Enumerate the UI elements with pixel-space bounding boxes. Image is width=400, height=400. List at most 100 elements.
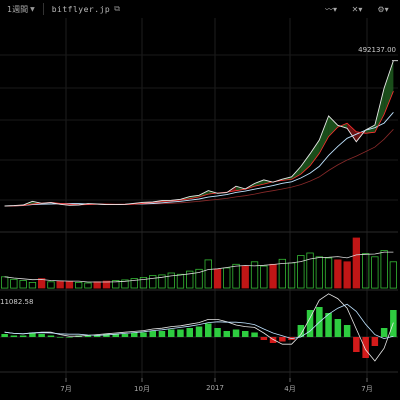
volume-bar	[260, 265, 268, 289]
ma-short-line	[4, 91, 394, 207]
oscillator-bar	[29, 332, 36, 337]
oscillator-bar	[353, 337, 360, 352]
oscillator-bar	[242, 331, 249, 337]
oscillator-bar	[362, 337, 369, 358]
volume-bar	[204, 259, 212, 289]
price-band-segment	[310, 140, 320, 166]
volume-bar	[269, 263, 277, 289]
symbol-label: bitflyer.jp	[51, 4, 111, 14]
ma-mid-line	[4, 112, 394, 207]
symbol-button[interactable]: bitflyer.jp ⧉	[52, 4, 120, 14]
oscillator-bar	[56, 337, 64, 338]
volume-bar	[361, 253, 370, 289]
oscillator-bar	[223, 331, 230, 337]
oscillator-bar	[380, 328, 388, 337]
oscillator-bar	[93, 335, 101, 337]
oscillator-bar	[1, 334, 8, 337]
volume-bar	[232, 263, 240, 289]
volume-bar	[47, 281, 55, 289]
volume-bar	[56, 280, 64, 289]
oscillator-bar	[297, 325, 305, 337]
oscillator-bar	[306, 310, 314, 337]
oscillator-bar	[38, 334, 45, 337]
price-line	[4, 60, 394, 207]
oscillator-bar	[260, 337, 268, 340]
volume-bar	[297, 255, 305, 289]
oscillator-bar	[269, 337, 277, 343]
oscillator-bar	[186, 328, 193, 337]
oscillator-bar	[121, 334, 129, 337]
last-price-label: 492137.00	[358, 46, 396, 54]
price-band-segment	[347, 123, 357, 142]
oscillator-bar	[371, 337, 379, 346]
x-tick-label-apr: 4月	[284, 385, 296, 393]
ma-long-line	[4, 129, 394, 207]
volume-bar	[121, 279, 129, 289]
volume-bar	[195, 268, 203, 289]
period-label: 1週間	[7, 4, 29, 14]
link-icon: ⧉	[114, 4, 120, 13]
oscillator-bar	[140, 332, 147, 337]
volume-bar	[38, 278, 46, 289]
volume-bar	[112, 280, 120, 289]
volume-bar	[324, 257, 333, 289]
oscillator-bar	[251, 332, 258, 337]
x-tick-label-oct: 10月	[134, 385, 150, 393]
volume-bar	[65, 281, 74, 289]
volume-bar	[10, 278, 18, 289]
oscillator-bar	[158, 331, 166, 337]
volume-bar	[306, 252, 314, 289]
toolbar-divider	[42, 3, 44, 15]
volume-bar	[287, 262, 296, 289]
volume-bar	[28, 281, 37, 289]
volume-bar	[139, 276, 148, 289]
volume-bar	[371, 256, 379, 289]
volume-bar	[84, 282, 92, 289]
oscillator-bar	[168, 329, 175, 337]
period-select[interactable]: 1週間 ▼	[7, 4, 35, 15]
oscillator-bar	[84, 335, 92, 337]
oscillator-bar	[325, 313, 332, 337]
price-band-segment	[254, 179, 264, 187]
volume-bar	[186, 270, 194, 289]
oscillator-line	[4, 293, 394, 362]
oscillator-bar	[131, 332, 138, 337]
crosshair-button[interactable]: ✕▾	[346, 2, 368, 16]
oscillator-bar	[195, 326, 203, 337]
oscillator-bar	[66, 337, 73, 338]
settings-button[interactable]: ⚙▾	[372, 2, 394, 16]
volume-bar	[315, 256, 324, 289]
oscillator-signal-line	[4, 303, 394, 340]
volume-bar	[93, 281, 101, 289]
chart-toolbar: 1週間 ▼ bitflyer.jp ⧉ 〰▾ ✕▾ ⚙▾	[0, 0, 400, 18]
oscillator-bar	[103, 334, 110, 337]
crosshair-icon: ✕▾	[351, 4, 363, 14]
volume-bar	[130, 278, 138, 289]
price-band-segment	[384, 60, 394, 115]
volume-bar	[352, 237, 361, 289]
volume-bar	[223, 267, 231, 289]
chevron-down-icon: ▼	[30, 5, 35, 13]
volume-ma-line	[4, 251, 394, 283]
line-tool-button[interactable]: 〰▾	[320, 2, 342, 16]
toolbar-right-group: 〰▾ ✕▾ ⚙▾	[320, 2, 394, 16]
price-band-segment	[189, 195, 199, 199]
volume-bar	[334, 259, 342, 289]
oscillator-bar	[10, 335, 18, 337]
oscillator-bar	[19, 335, 27, 337]
oscillator-bar	[334, 319, 342, 337]
volume-bar	[380, 250, 388, 289]
oscillator-bar	[279, 337, 286, 342]
oscillator-bar	[232, 329, 240, 337]
oscillator-value-label: 11082.58	[0, 298, 34, 306]
volume-bar	[102, 280, 111, 289]
x-tick-label-jul: 7月	[60, 385, 72, 393]
volume-bar	[250, 261, 259, 289]
volume-bar	[213, 268, 222, 289]
x-tick-label-2017: 2017	[206, 384, 224, 392]
line-tool-icon: 〰▾	[324, 4, 337, 14]
price-band-segment	[319, 115, 329, 154]
oscillator-bar	[205, 323, 212, 337]
oscillator-bar	[343, 325, 351, 337]
